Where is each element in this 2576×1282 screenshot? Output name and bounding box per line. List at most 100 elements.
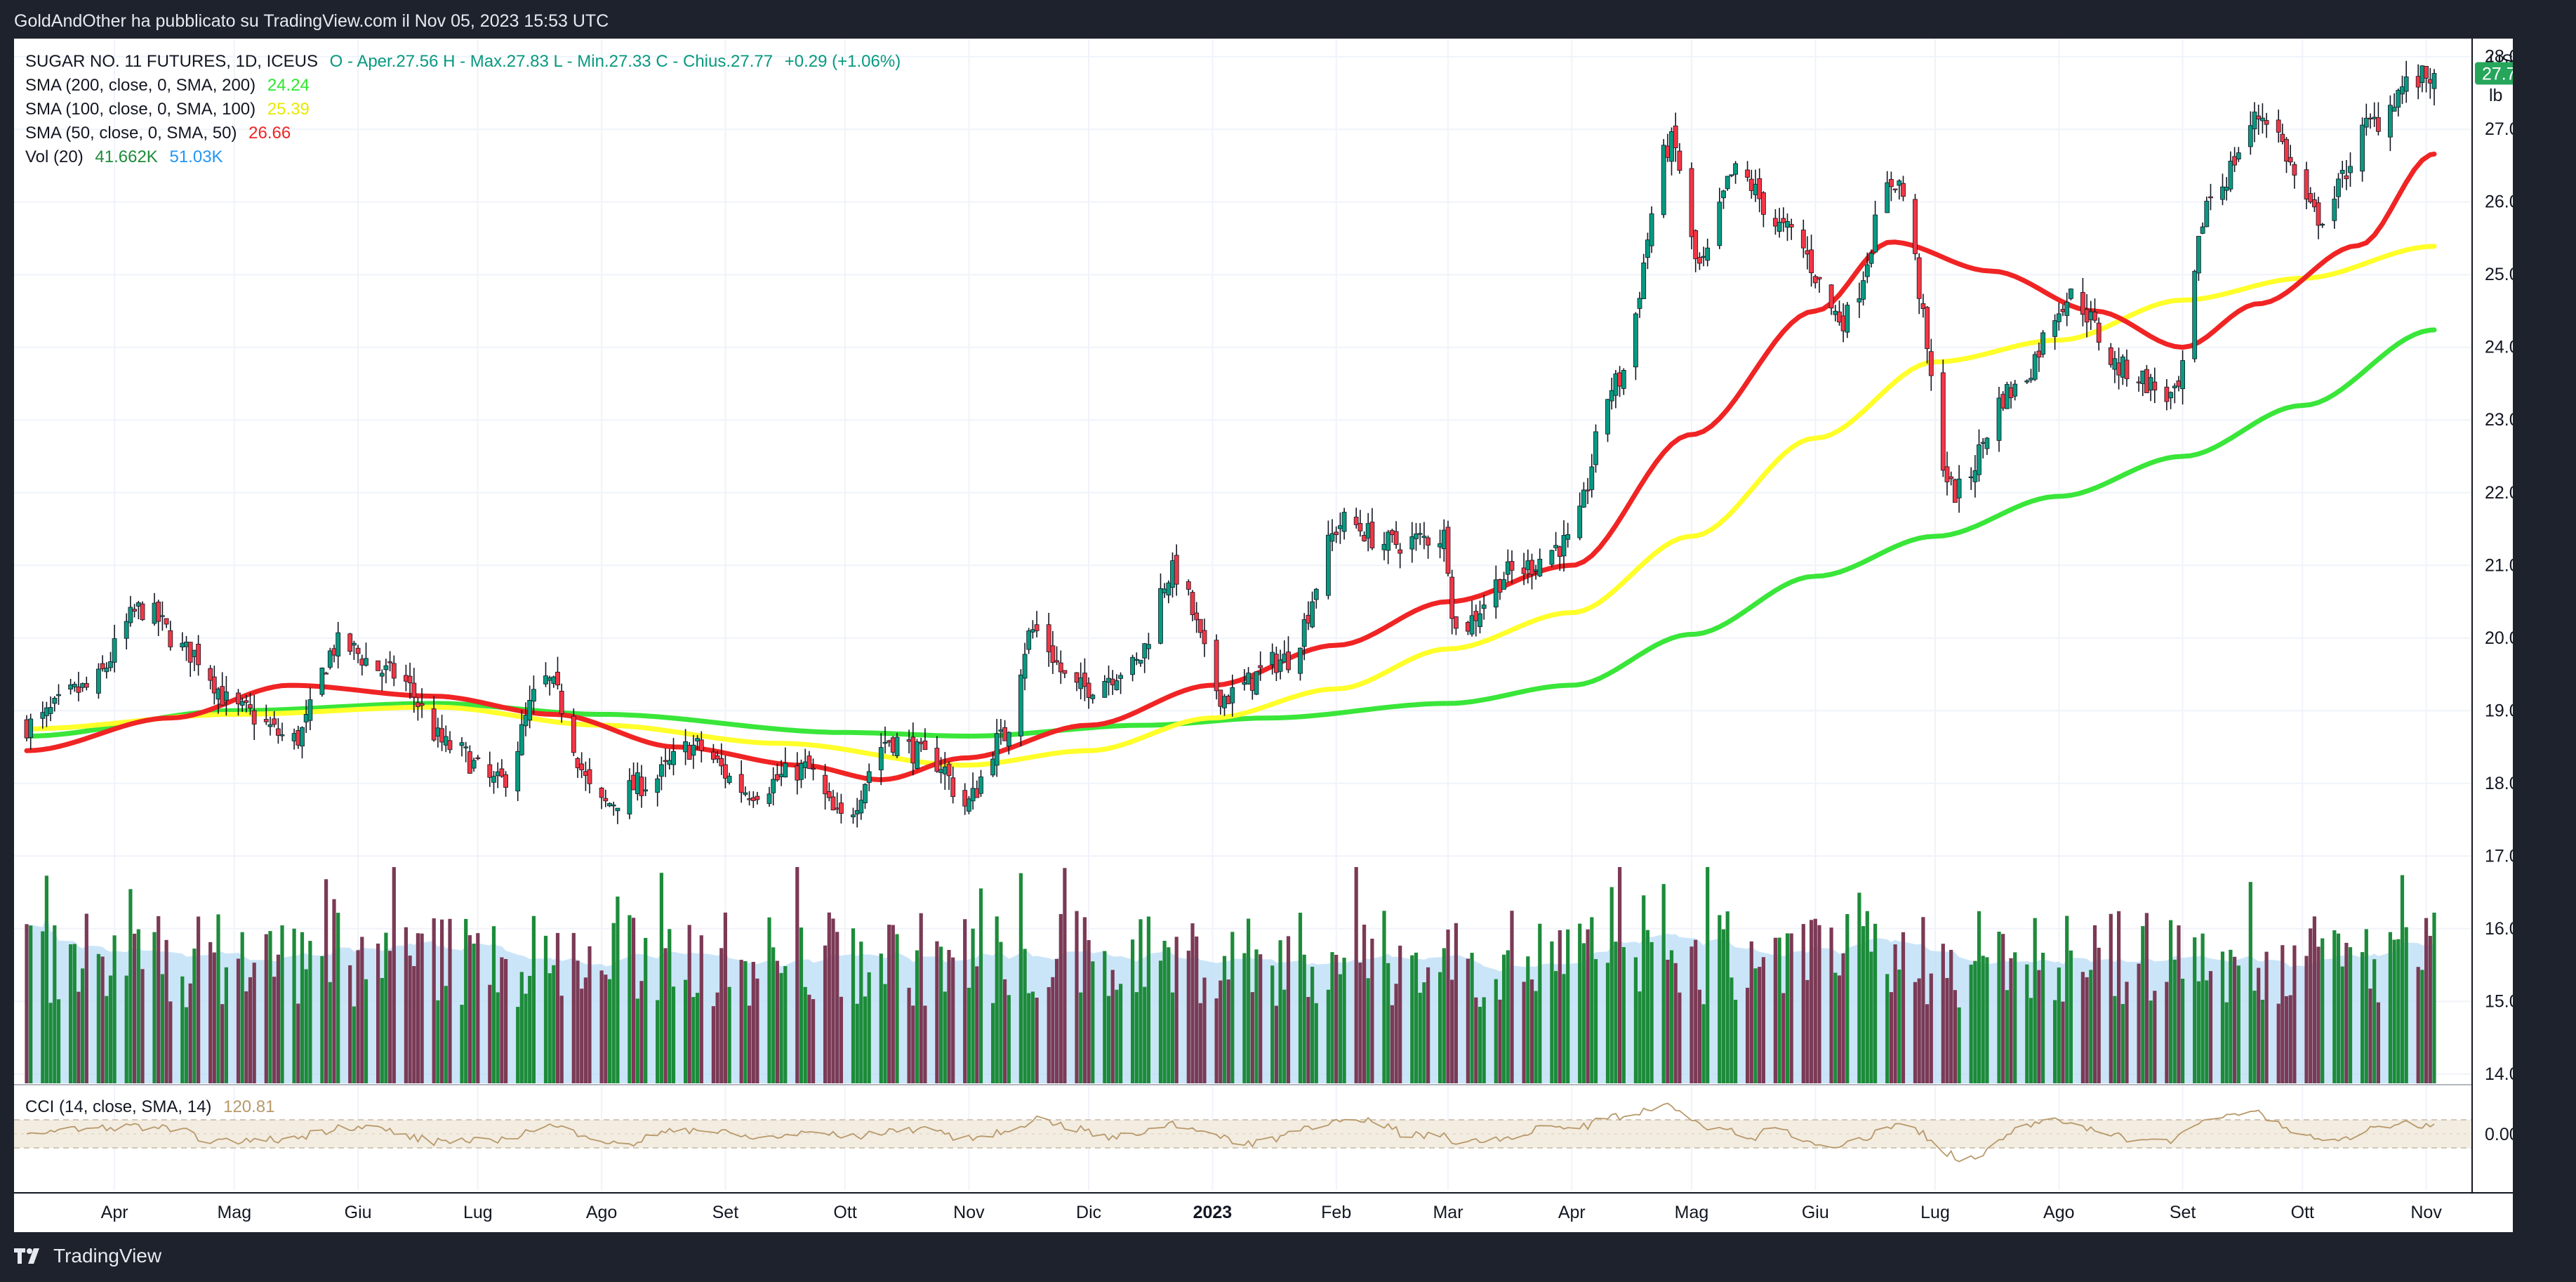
volume-bar [2153, 991, 2157, 1083]
price-tick-label: 23.00 [2485, 410, 2513, 430]
candle-body [755, 795, 760, 800]
candle-body [2259, 117, 2265, 121]
candle-body [100, 663, 105, 670]
legend-sma50-row[interactable]: SMA (50, close, 0, SMA, 50) 26.66 [25, 121, 901, 145]
candle-body [2148, 377, 2153, 391]
candle-body [551, 676, 557, 685]
candle-body [2264, 120, 2269, 125]
volume-bar [2344, 942, 2349, 1083]
volume-bar [2089, 970, 2093, 1083]
candle-body [1733, 163, 1739, 175]
candle-body [1441, 529, 1447, 550]
candle-body [1246, 673, 1251, 685]
volume-bar [1075, 911, 1079, 1083]
candle-body [1274, 654, 1279, 673]
candle-body [1581, 489, 1586, 508]
candle-body [2311, 199, 2317, 208]
volume-bar [2141, 926, 2145, 1083]
legend-symbol-row[interactable]: SUGAR NO. 11 FUTURES, 1D, ICEUS O - Aper… [25, 50, 901, 74]
volume-bar [197, 916, 201, 1083]
time-tick-label: Ott [833, 1203, 856, 1222]
time-tick-label: Apr [101, 1203, 128, 1222]
candle-body [2427, 79, 2433, 84]
volume-bar [699, 935, 703, 1083]
volume-bar [887, 925, 891, 1083]
volume-bar [2304, 956, 2309, 1083]
candle-body [1745, 169, 1751, 178]
candle-body [1948, 476, 1954, 480]
volume-bar [112, 935, 117, 1083]
candle-body [723, 764, 728, 779]
legend-sma100-row[interactable]: SMA (100, close, 0, SMA, 100) 25.39 [25, 98, 901, 121]
time-tick-label: Lug [1920, 1203, 1950, 1222]
candle-body [1138, 659, 1143, 664]
candle-body [208, 668, 213, 681]
volume-bar [1701, 1004, 1706, 1083]
candle-body [1705, 247, 1711, 261]
time-tick-label: Set [2170, 1203, 2196, 1222]
candle-body [726, 776, 732, 784]
candle-body [1449, 576, 1455, 619]
candle-body [1481, 604, 1487, 609]
candle-body [376, 660, 380, 671]
volume-bar [1398, 945, 1402, 1083]
candle-body [1649, 213, 1654, 246]
time-tick-label: Ott [2291, 1203, 2314, 1222]
candle-body [1174, 555, 1179, 585]
volume-bar [348, 965, 352, 1083]
candle-body [463, 746, 469, 748]
volume-bar [1638, 991, 1642, 1083]
volume-bar [1131, 939, 1135, 1083]
candle-body [2164, 386, 2170, 402]
chart-frame[interactable]: 14.00 15.00 16.00 17.00 18.00 19.00 20.00 21.00… [14, 39, 2513, 1232]
candle-body [447, 740, 453, 751]
candle-body [2029, 378, 2033, 381]
volume-bar [1829, 927, 1833, 1083]
candle-body [347, 633, 353, 652]
tradingview-logo[interactable]: TradingView [13, 1245, 161, 1267]
candle-body [1414, 534, 1419, 539]
volume-bar [41, 931, 45, 1083]
candle-body [766, 793, 772, 804]
volume-bar [1913, 982, 1918, 1083]
candle-body [527, 700, 533, 721]
cci-legend[interactable]: CCI (14, close, SMA, 14) 120.81 [25, 1097, 275, 1117]
candle-body [184, 642, 189, 647]
candle-body [2292, 164, 2297, 176]
candle-body [1940, 372, 1946, 471]
candle-body [627, 780, 632, 814]
candle-body [2256, 115, 2262, 120]
volume-bar [867, 972, 871, 1083]
candle-body [950, 777, 956, 798]
volume-bar [947, 950, 951, 1083]
unit-label[interactable]: lb [2489, 86, 2502, 105]
volume-bar [1857, 892, 1861, 1083]
price-axis[interactable]: 14.00 15.00 16.00 17.00 18.00 19.00 20.00 21.00… [2485, 47, 2513, 1084]
legend-sma200-row[interactable]: SMA (200, close, 0, SMA, 200) 24.24 [25, 74, 901, 98]
candle-body [835, 807, 840, 809]
volume-bar [2013, 952, 2017, 1083]
price-tick-label: 21.00 [2485, 555, 2513, 575]
volume-bar [472, 944, 476, 1083]
candle-body [1018, 674, 1023, 736]
volume-bar [105, 996, 109, 1083]
candle-body [1901, 183, 1906, 197]
candle-body [918, 741, 924, 744]
candle-body [990, 758, 995, 776]
candle-body [686, 745, 692, 760]
volume-bar [696, 993, 700, 1083]
volume-bar [1482, 997, 1486, 1083]
volume-bar [2376, 1002, 2380, 1083]
volume-bar [157, 916, 161, 1083]
volume-bar [48, 1003, 53, 1083]
candle-body [307, 699, 313, 721]
volume-bar [659, 873, 663, 1083]
volume-bar [168, 1001, 173, 1083]
time-axis[interactable]: Apr Mag Giu Lug Ago Set Ott Nov Dic 2023 Feb Mar Apr… [101, 1203, 2443, 1222]
legend-volume-row[interactable]: Vol (20) 41.662K 51.03K [25, 145, 901, 169]
candle-body [659, 764, 664, 777]
price-chart[interactable]: 14.00 15.00 16.00 17.00 18.00 19.00 20.00 21.00… [14, 39, 2513, 1232]
candle-body [411, 682, 417, 698]
candle-body [1118, 675, 1123, 679]
candle-body [771, 779, 776, 793]
